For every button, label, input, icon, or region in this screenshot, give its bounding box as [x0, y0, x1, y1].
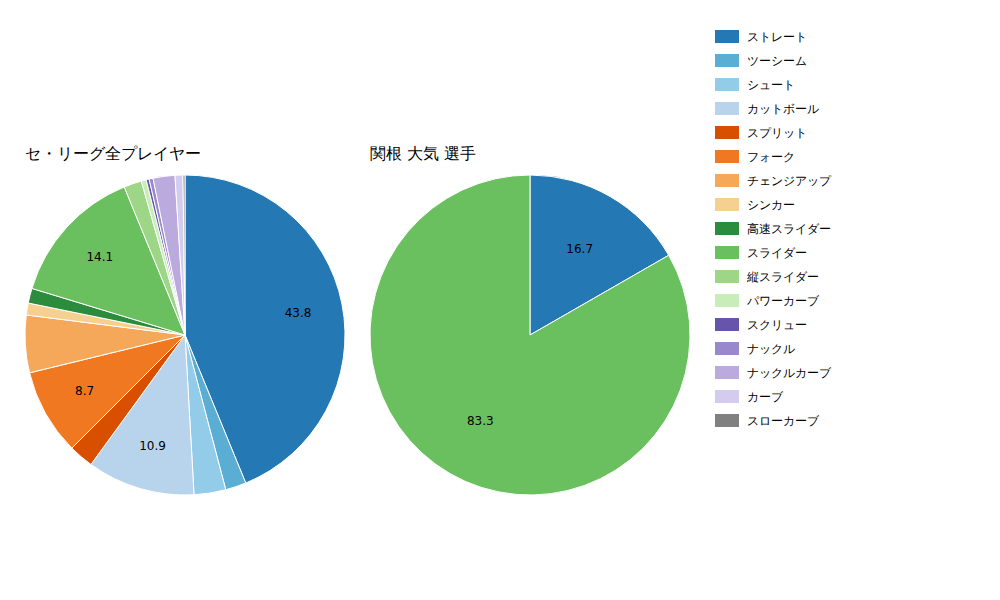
legend-swatch	[715, 54, 739, 67]
legend-swatch	[715, 246, 739, 259]
legend-swatch	[715, 294, 739, 307]
legend-swatch	[715, 366, 739, 379]
legend-label: ツーシーム	[747, 54, 807, 68]
legend-swatch	[715, 150, 739, 163]
legend-label: スプリット	[747, 126, 807, 140]
data-label: 8.7	[75, 384, 94, 398]
legend-swatch	[715, 342, 739, 355]
legend-label: フォーク	[747, 150, 795, 164]
legend-label: スライダー	[747, 246, 807, 260]
legend-swatch	[715, 30, 739, 43]
data-label: 83.3	[467, 414, 494, 428]
legend-label: カーブ	[747, 390, 784, 404]
legend-label: シュート	[747, 78, 795, 92]
legend-swatch	[715, 222, 739, 235]
legend-swatch	[715, 318, 739, 331]
data-label: 14.1	[86, 250, 113, 264]
data-labels: 16.7 83.3	[467, 242, 593, 428]
data-labels: 43.8 10.9 8.7 14.1	[75, 250, 311, 452]
chart-title: セ・リーグ全プレイヤー	[25, 144, 201, 163]
data-label: 43.8	[285, 306, 312, 320]
legend-label: 縦スライダー	[746, 270, 819, 284]
legend-label: スローカーブ	[747, 414, 820, 428]
pie-slice	[183, 175, 185, 335]
data-label: 10.9	[139, 439, 166, 453]
legend-label: パワーカーブ	[746, 294, 820, 308]
legend-label: ナックル	[747, 342, 795, 356]
pie-slice	[153, 175, 185, 335]
legend: ストレートツーシームシュートカットボールスプリットフォークチェンジアップシンカー…	[715, 30, 832, 428]
pie	[370, 175, 690, 495]
chart: 43.8 10.9 8.7 14.1 セ・リーグ全プレイヤー ストレートツーシームシュート…	[0, 0, 1000, 600]
legend-label: シンカー	[747, 198, 795, 212]
legend-label: 高速スライダー	[747, 222, 831, 236]
legend-swatch	[715, 390, 739, 403]
legend-label: チェンジアップ	[747, 174, 832, 188]
legend-swatch	[715, 270, 739, 283]
data-label: 16.7	[566, 242, 593, 256]
legend-swatch	[715, 174, 739, 187]
legend-swatch	[715, 78, 739, 91]
legend-swatch	[715, 198, 739, 211]
pie	[25, 175, 345, 495]
legend-label: スクリュー	[747, 318, 807, 332]
pie-slice	[175, 175, 185, 335]
legend-label: ストレート	[747, 30, 807, 44]
legend-swatch	[715, 126, 739, 139]
legend-swatch	[715, 414, 739, 427]
pie-slice	[370, 175, 690, 495]
legend-label: ナックルカーブ	[747, 366, 832, 380]
chart-title: 関根 大気 選手	[370, 144, 476, 163]
legend-swatch	[715, 102, 739, 115]
legend-label: カットボール	[747, 102, 819, 116]
